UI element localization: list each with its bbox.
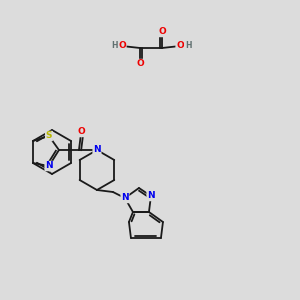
Text: O: O <box>158 28 166 37</box>
Text: H: H <box>111 41 117 50</box>
Text: O: O <box>176 41 184 50</box>
Text: N: N <box>93 146 101 154</box>
Text: S: S <box>46 131 52 140</box>
Text: O: O <box>118 41 126 50</box>
Text: N: N <box>121 194 129 202</box>
Text: O: O <box>136 59 144 68</box>
Text: O: O <box>77 128 85 136</box>
Text: N: N <box>147 191 155 200</box>
Text: N: N <box>45 161 53 170</box>
Text: H: H <box>185 41 191 50</box>
